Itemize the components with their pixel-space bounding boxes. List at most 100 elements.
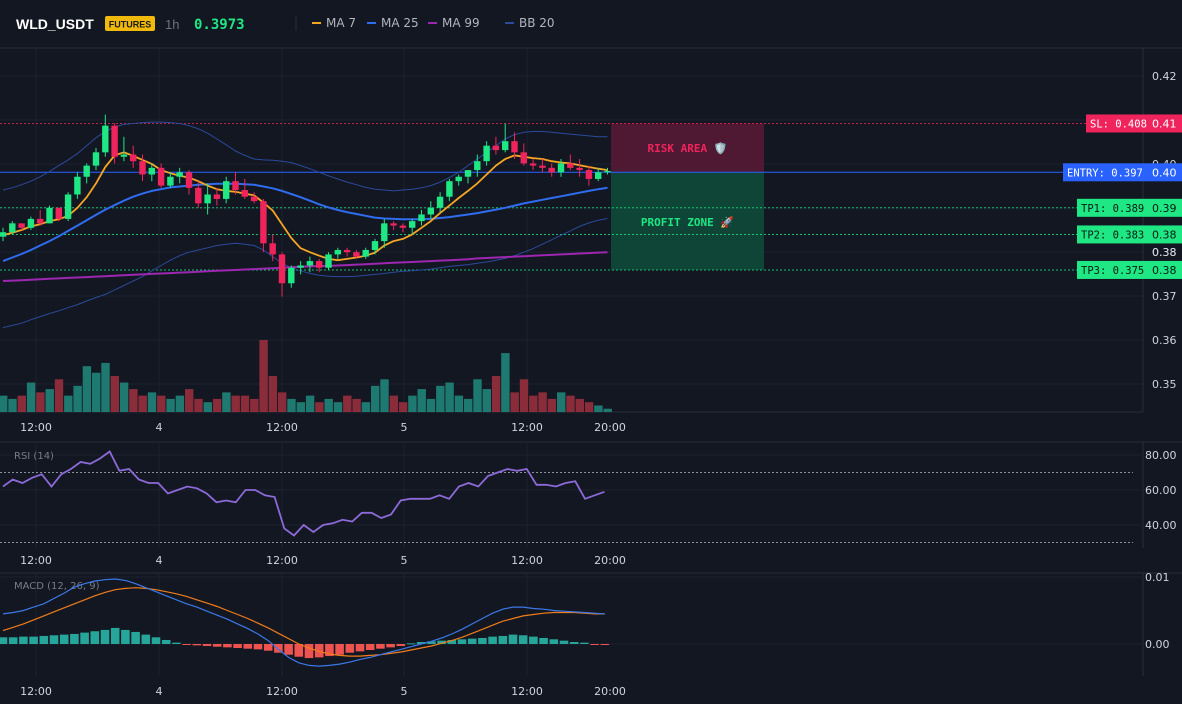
header: WLD_USDT FUTURES 1h 0.3973 MA 7 MA 25 MA 9… bbox=[16, 16, 555, 33]
y-tick-label: 60.00 bbox=[1145, 484, 1177, 497]
candle-body bbox=[130, 154, 137, 162]
macd-histogram-bar bbox=[110, 627, 120, 644]
macd-histogram-bar bbox=[386, 644, 395, 648]
volume-bar bbox=[398, 402, 408, 412]
volume-bar bbox=[45, 389, 54, 412]
volume-bar bbox=[119, 382, 129, 412]
macd-histogram-bar bbox=[457, 639, 467, 644]
macd-histogram-bar bbox=[335, 644, 344, 655]
volume-bar bbox=[36, 392, 45, 412]
volume-bar bbox=[54, 379, 64, 412]
macd-histogram-bar bbox=[396, 644, 406, 647]
volume-bar bbox=[278, 392, 287, 412]
candle-body bbox=[241, 190, 248, 197]
candle-body bbox=[483, 145, 490, 162]
level-axis-label-tp1: 0.39 bbox=[1152, 202, 1177, 215]
candle-body bbox=[120, 154, 128, 157]
macd-histogram-bar bbox=[100, 629, 110, 644]
macd-histogram-bar bbox=[161, 639, 171, 644]
volume-bar bbox=[8, 398, 17, 412]
x-tick-label: 12:00 bbox=[511, 554, 543, 567]
x-tick-label: 12:00 bbox=[20, 421, 52, 434]
volume-bar bbox=[380, 379, 389, 412]
candle-body bbox=[167, 176, 174, 186]
level-tag-entry bbox=[1063, 163, 1182, 182]
candle-body bbox=[232, 181, 239, 191]
macd-histogram-bar bbox=[243, 644, 253, 649]
level-axis-label-entry: 0.40 bbox=[1152, 166, 1177, 179]
legend-label-2: MA 99 bbox=[442, 16, 480, 30]
volume-bar bbox=[231, 395, 240, 412]
x-tick-label: 12:00 bbox=[511, 685, 543, 698]
x-tick-label: 12:00 bbox=[20, 685, 52, 698]
level-tag-tp2 bbox=[1077, 225, 1182, 244]
candle-body bbox=[0, 232, 7, 237]
level-tag-tp1 bbox=[1077, 198, 1182, 217]
x-tick-label: 4 bbox=[156, 554, 163, 567]
y-tick-label: 0.38 bbox=[1152, 246, 1177, 259]
macd-histogram-bar bbox=[59, 634, 69, 644]
x-tick-label: 12:00 bbox=[266, 421, 298, 434]
symbol-label[interactable]: WLD_USDT bbox=[16, 16, 94, 32]
candle-body bbox=[223, 181, 230, 199]
candle-body bbox=[148, 167, 155, 175]
x-tick-label: 20:00 bbox=[594, 685, 626, 698]
risk-zone bbox=[611, 123, 764, 173]
volume-bar bbox=[203, 402, 212, 412]
candle-body bbox=[102, 125, 109, 153]
candle-body bbox=[409, 221, 416, 228]
macd-histogram-bar bbox=[314, 644, 324, 658]
macd-histogram-bar bbox=[263, 644, 273, 651]
macd-histogram-bar bbox=[478, 637, 487, 644]
macd-histogram-bar bbox=[284, 644, 293, 655]
macd-histogram-bar bbox=[253, 644, 263, 650]
volume-bar bbox=[305, 395, 315, 412]
macd-histogram-bar bbox=[559, 640, 569, 644]
x-tick-label: 5 bbox=[401, 554, 408, 567]
candle-body bbox=[548, 167, 555, 173]
volume-bar bbox=[138, 395, 147, 412]
candle-body bbox=[27, 218, 35, 228]
macd-histogram-bar bbox=[49, 635, 59, 644]
volume-bar bbox=[333, 402, 343, 412]
interval-label[interactable]: 1h bbox=[165, 17, 179, 32]
macd-histogram-bar bbox=[304, 644, 314, 659]
candle-body bbox=[250, 196, 258, 202]
candle-body bbox=[9, 223, 16, 233]
candle-body bbox=[111, 125, 118, 157]
macd-histogram-bar bbox=[345, 644, 355, 653]
volume-bar bbox=[436, 385, 445, 412]
x-tick-label: 5 bbox=[401, 421, 408, 434]
volume-bar bbox=[222, 392, 231, 412]
rsi-line bbox=[2, 450, 605, 537]
candle-body bbox=[288, 267, 295, 284]
macd-histogram-bar bbox=[590, 644, 599, 645]
macd-histogram-bar bbox=[508, 634, 518, 644]
macd-histogram-bar bbox=[212, 644, 222, 647]
candle-body bbox=[455, 176, 462, 182]
macd-histogram-bar bbox=[365, 644, 375, 651]
volume-bar bbox=[110, 376, 119, 412]
rsi-pane: 80.00 60.00 40.00 RSI (14) 12:00 4 12:00 5 12:00… bbox=[0, 441, 1182, 567]
volume-bar bbox=[464, 398, 473, 412]
candle-body bbox=[195, 187, 202, 204]
y-tick-label: 0.38 bbox=[1152, 246, 1177, 259]
candle-body bbox=[390, 223, 397, 226]
rsi-title: RSI (14) bbox=[14, 451, 54, 462]
candle-body bbox=[55, 207, 62, 219]
volume-bar bbox=[64, 395, 73, 412]
candle-body bbox=[297, 265, 304, 268]
macd-line bbox=[2, 578, 605, 667]
macd-histogram-bar bbox=[498, 635, 508, 644]
futures-badge-bg bbox=[105, 16, 155, 31]
volume-bar bbox=[538, 392, 547, 412]
macd-pane: 0.01 0.00 MACD (12, 26, 9) 12:00 4 12:00 5 12:0… bbox=[0, 571, 1182, 698]
volume-bar bbox=[547, 398, 557, 412]
profit-zone-label: PROFIT ZONE 🚀 bbox=[641, 216, 734, 229]
macd-histogram-bar bbox=[355, 644, 365, 652]
candle-body bbox=[511, 141, 518, 153]
macd-histogram-bar bbox=[447, 639, 457, 644]
candle-body bbox=[325, 254, 332, 268]
macd-histogram-bar bbox=[416, 641, 426, 644]
